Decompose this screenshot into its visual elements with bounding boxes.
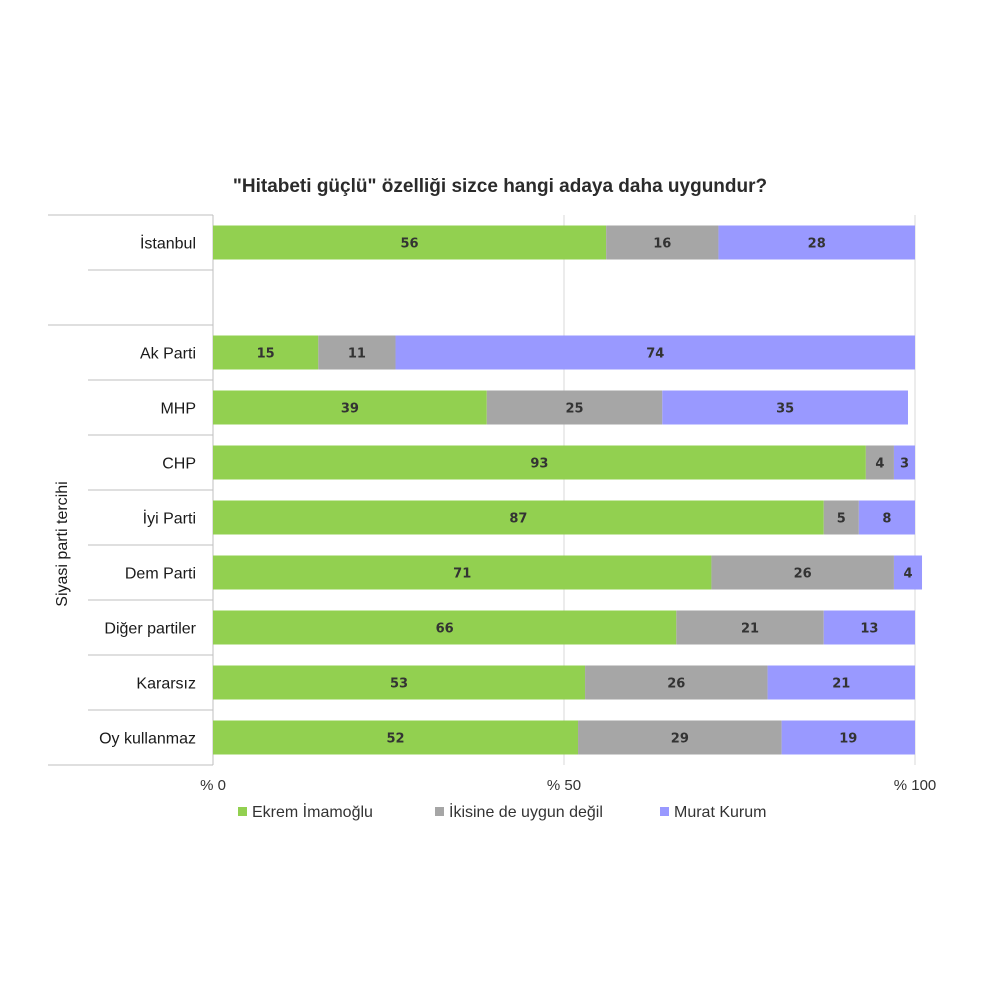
category-label-5: İyi Parti	[143, 509, 196, 528]
x-tick-label-1: % 50	[547, 777, 581, 794]
bar-1-8	[585, 665, 768, 700]
bar-1-5	[823, 500, 859, 535]
category-label-6: Dem Parti	[125, 566, 196, 583]
value-label-1-2: 11	[348, 347, 366, 362]
bar-1-9	[578, 720, 782, 755]
bar-1-7	[676, 610, 824, 645]
bar-2-0	[718, 225, 915, 260]
legend-label-0: Ekrem İmamoğlu	[252, 802, 373, 821]
x-tick-label-2: % 100	[894, 777, 937, 794]
value-label-0-6: 71	[453, 567, 471, 582]
value-label-0-5: 87	[509, 512, 527, 527]
bar-1-6	[711, 555, 894, 590]
bar-2-7	[823, 610, 915, 645]
value-label-1-7: 21	[741, 622, 759, 637]
value-label-1-4: 4	[875, 457, 884, 472]
bar-2-3	[662, 390, 908, 425]
bar-0-2	[213, 335, 319, 370]
value-label-2-8: 21	[832, 677, 850, 692]
bar-1-2	[318, 335, 396, 370]
legend-swatch-1	[435, 807, 444, 816]
value-label-0-0: 56	[401, 237, 419, 252]
value-label-1-6: 26	[794, 567, 812, 582]
bar-0-8	[213, 665, 586, 700]
bar-2-2	[395, 335, 915, 370]
bar-0-7	[213, 610, 677, 645]
value-label-2-7: 13	[860, 622, 878, 637]
legend-swatch-0	[238, 807, 247, 816]
category-label-7: Diğer partiler	[104, 621, 196, 638]
x-tick-label-0: % 0	[200, 777, 226, 794]
value-label-2-5: 8	[882, 512, 891, 527]
value-label-1-9: 29	[671, 732, 689, 747]
category-labels: İstanbul Ak Parti MHP CHP İyi Parti Dem Parti…	[99, 234, 197, 748]
value-label-2-3: 35	[776, 402, 794, 417]
value-label-1-0: 16	[653, 237, 671, 252]
bar-2-8	[767, 665, 915, 700]
category-label-0: İstanbul	[140, 234, 196, 253]
legend-label-1: İkisine de uygun değil	[449, 802, 603, 821]
value-label-0-8: 53	[390, 677, 408, 692]
value-label-2-2: 74	[646, 347, 664, 362]
bar-2-4	[893, 445, 915, 480]
bar-1-4	[865, 445, 894, 480]
bar-1-3	[486, 390, 663, 425]
value-label-2-4: 3	[900, 457, 909, 472]
value-label-0-4: 93	[530, 457, 548, 472]
value-label-0-7: 66	[436, 622, 454, 637]
value-label-1-8: 26	[667, 677, 685, 692]
value-label-1-3: 25	[565, 402, 583, 417]
bar-1-0	[606, 225, 719, 260]
bar-0-4	[213, 445, 866, 480]
bar-0-0	[213, 225, 607, 260]
category-label-3: MHP	[160, 401, 196, 418]
bar-2-5	[858, 500, 915, 535]
y-axis-label: Siyasi parti tercihi	[54, 481, 71, 606]
legend: Ekrem İmamoğlu İkisine de uygun değil Mura…	[238, 802, 766, 821]
value-label-1-5: 5	[837, 512, 846, 527]
bar-2-6	[893, 555, 923, 590]
bars: 56 16 28 15 11 74 39 25 35 93 4 3 87 5 8 71 26 4 66 21 13 53 2…	[213, 225, 923, 755]
value-label-2-6: 4	[903, 567, 912, 582]
value-label-2-0: 28	[808, 237, 826, 252]
legend-label-2: Murat Kurum	[674, 804, 766, 821]
value-label-0-3: 39	[341, 402, 359, 417]
category-label-8: Kararsız	[136, 676, 196, 693]
chart-title: "Hitabeti güçlü" özelliği sizce hangi ad…	[233, 176, 767, 197]
bar-0-3	[213, 390, 487, 425]
category-label-9: Oy kullanmaz	[99, 731, 196, 748]
value-label-2-9: 19	[839, 732, 857, 747]
x-axis-ticks: % 0 % 50 % 100	[200, 777, 936, 794]
bar-0-6	[213, 555, 712, 590]
category-label-2: Ak Parti	[140, 346, 196, 363]
value-label-0-9: 52	[386, 732, 404, 747]
value-label-0-2: 15	[257, 347, 275, 362]
bar-0-5	[213, 500, 824, 535]
category-label-4: CHP	[162, 456, 196, 473]
bar-2-9	[781, 720, 915, 755]
bar-0-9	[213, 720, 579, 755]
legend-swatch-2	[660, 807, 669, 816]
